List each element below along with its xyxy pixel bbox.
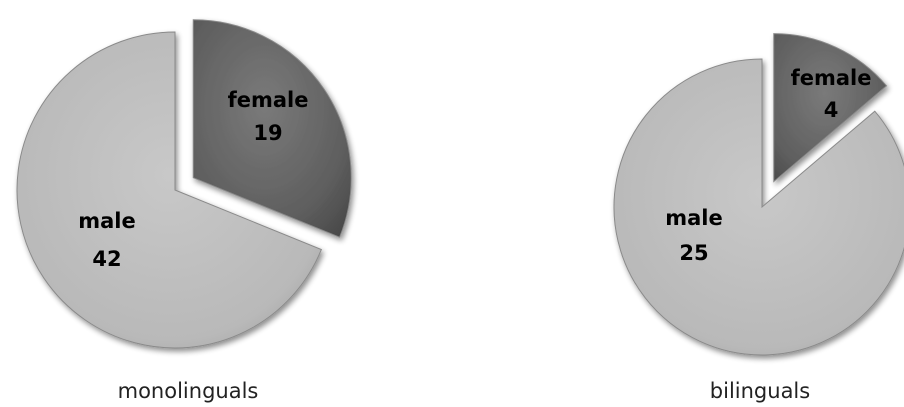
monolinguals-label-male: male bbox=[78, 209, 136, 233]
monolinguals-pie-chart: female 19 male 42 monolinguals bbox=[16, 19, 352, 403]
bilinguals-slice-female bbox=[773, 33, 888, 183]
bilinguals-value-male: 25 bbox=[679, 241, 708, 265]
monolinguals-value-female: 19 bbox=[253, 121, 282, 145]
monolinguals-value-male: 42 bbox=[92, 247, 121, 271]
bilinguals-label-female: female bbox=[791, 66, 872, 90]
bilinguals-label-male: male bbox=[665, 206, 723, 230]
bilinguals-slice-male bbox=[613, 58, 904, 356]
monolinguals-slice-male bbox=[16, 31, 323, 349]
monolinguals-chart-title: monolinguals bbox=[118, 379, 259, 403]
bilinguals-pie-chart: female 4 male 25 bilinguals bbox=[613, 33, 904, 403]
bilinguals-chart-title: bilinguals bbox=[710, 379, 810, 403]
monolinguals-label-female: female bbox=[228, 88, 309, 112]
bilinguals-value-female: 4 bbox=[824, 98, 839, 122]
monolinguals-slice-female bbox=[192, 19, 352, 238]
